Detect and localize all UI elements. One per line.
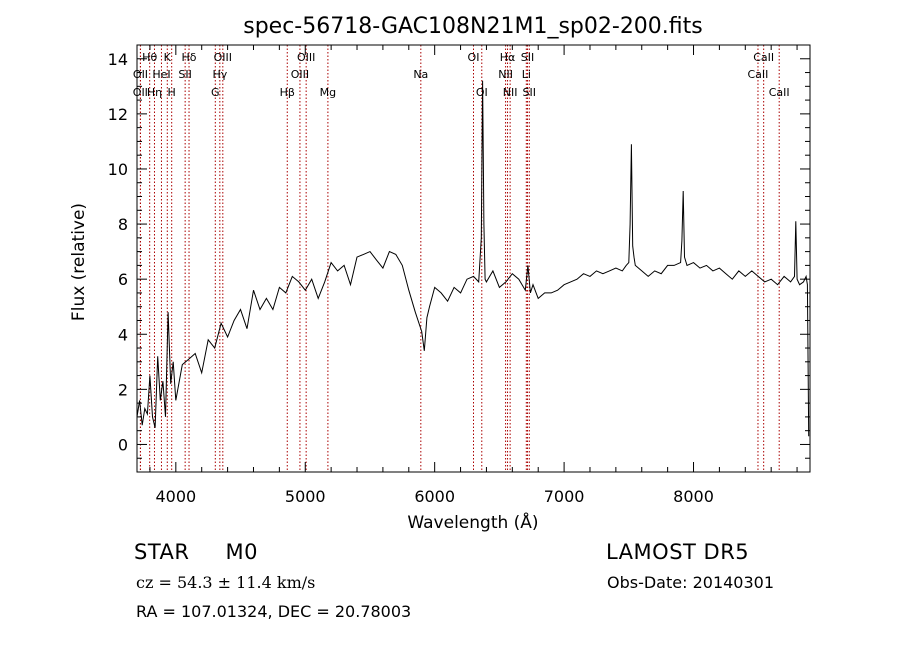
line-id-label: OII [133, 86, 148, 99]
line-id-label: Hβ [280, 86, 295, 99]
line-id-label: OIII [214, 51, 232, 64]
line-id-label: Mg [320, 86, 336, 99]
y-tick-label: 12 [108, 105, 128, 124]
line-id-label: Hθ [142, 51, 157, 64]
line-id-label: HeI [152, 68, 170, 81]
line-id-label: Hγ [212, 68, 227, 81]
line-id-label: NII [503, 86, 518, 99]
y-tick-label: 2 [118, 380, 128, 399]
y-tick-label: 8 [118, 215, 128, 234]
x-axis: 4000 5000 6000 7000 8000 [149, 45, 798, 506]
line-id-label: CaII [769, 86, 790, 99]
line-id-label: NII [498, 68, 513, 81]
plot-frame [136, 44, 811, 473]
survey-label: LAMOST DR5 [606, 540, 750, 564]
line-id-label: Hδ [182, 51, 197, 64]
x-tick-label: 8000 [673, 487, 714, 506]
line-id-label: OIII [291, 68, 309, 81]
line-id-label: SII [523, 86, 536, 99]
x-tick-label: 7000 [544, 487, 585, 506]
line-id-label: CaII [748, 68, 769, 81]
classification: STAR M0 [134, 540, 258, 564]
class-label: STAR [134, 540, 190, 564]
x-axis-label: Wavelength (Å) [407, 511, 538, 533]
subclass-label: M0 [225, 540, 258, 564]
y-tick-label: 4 [118, 325, 128, 344]
x-tick-label: 4000 [155, 487, 196, 506]
spectrum-line [136, 80, 810, 437]
line-id-label: Hη [147, 86, 162, 99]
y-axis-label: Flux (relative) [69, 203, 89, 321]
line-id-label: G [211, 86, 220, 99]
y-axis: 0 2 4 6 8 10 12 14 [108, 44, 810, 473]
coordinates: RA = 107.01324, DEC = 20.78003 [136, 602, 412, 621]
line-id-label: K [164, 51, 172, 64]
line-id-label: OIII [297, 51, 315, 64]
line-id-label: SII [178, 68, 191, 81]
x-tick-label: 5000 [285, 487, 326, 506]
line-id-label: Hα [500, 51, 516, 64]
line-id-label: OII [133, 68, 148, 81]
y-tick-label: 6 [118, 270, 128, 289]
line-id-label: CaII [753, 51, 774, 64]
line-id-label: Li [522, 68, 531, 81]
line-id-label: Na [413, 68, 428, 81]
line-id-label: SII [521, 51, 534, 64]
line-id-label: OI [468, 51, 480, 64]
y-tick-label: 10 [108, 160, 128, 179]
y-tick-label: 14 [108, 50, 128, 69]
line-id-label: H [168, 86, 176, 99]
chart-title: spec-56718-GAC108N21M1_sp02-200.fits [243, 14, 703, 39]
line-labels: Hθ K Hδ OIII OIII OI Hα SII CaII OII HeI SII Hγ OIII N… [133, 51, 790, 99]
obs-date: Obs-Date: 20140301 [607, 573, 775, 592]
x-tick-label: 6000 [414, 487, 455, 506]
y-tick-label: 0 [118, 435, 128, 454]
line-markers [139, 45, 780, 472]
line-id-label: OI [476, 86, 488, 99]
redshift-cz: cz = 54.3 ± 11.4 km/s [136, 573, 316, 592]
